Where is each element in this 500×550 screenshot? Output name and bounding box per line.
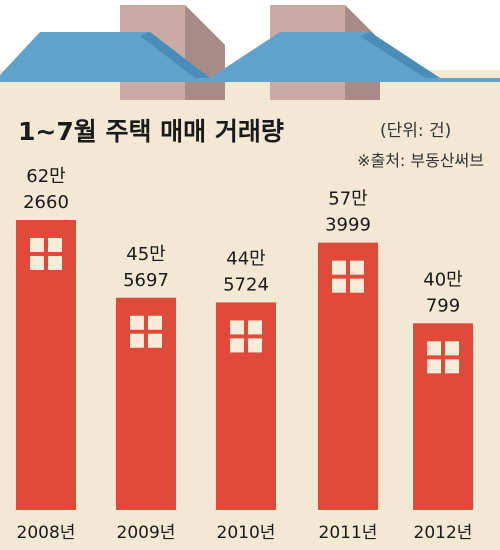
bar xyxy=(318,242,378,510)
value-label-top: 40만 xyxy=(423,269,462,290)
bar-window-pane xyxy=(30,256,44,270)
value-label-bottom: 799 xyxy=(426,295,460,316)
bar-window-pane xyxy=(427,341,441,356)
category-label: 2010년 xyxy=(217,523,276,543)
bar xyxy=(16,220,76,510)
value-label-bottom: 5724 xyxy=(223,274,269,295)
category-label: 2008년 xyxy=(17,523,76,543)
roof-ridge-left xyxy=(140,32,210,78)
value-label-top: 62만 xyxy=(26,166,65,187)
bar-window-pane xyxy=(332,278,346,293)
value-label-top: 57만 xyxy=(328,189,367,210)
bar-window-pane xyxy=(148,315,162,330)
bar-window-pane xyxy=(332,260,346,275)
bar-window-pane xyxy=(248,338,262,353)
bar-window-pane xyxy=(30,238,44,252)
chart-title: 1~7월 주택 매매 거래량 xyxy=(18,117,284,146)
category-label: 2009년 xyxy=(117,523,176,543)
bar-window-pane xyxy=(427,359,441,374)
bar-window-pane xyxy=(130,333,144,348)
bar-window-pane xyxy=(350,278,364,293)
category-label: 2011년 xyxy=(319,523,378,543)
bar-window-pane xyxy=(350,260,364,275)
chimney-left-shade xyxy=(185,5,225,100)
bar xyxy=(116,297,176,510)
bar-window-pane xyxy=(48,238,62,252)
bar xyxy=(413,323,473,510)
value-label-top: 45만 xyxy=(126,244,165,265)
source-note: ※출처: 부동산써브 xyxy=(357,151,484,170)
bars-layer: 62만 2660 2008년 45만 5697 2009년 44만 5724 2010년 57만 3… xyxy=(16,166,473,543)
value-label-top: 44만 xyxy=(226,248,265,269)
bar-window-pane xyxy=(445,341,459,356)
bar xyxy=(216,302,276,510)
bar-window-pane xyxy=(148,333,162,348)
value-label-bottom: 3999 xyxy=(325,215,371,236)
roof-ridge-right xyxy=(360,32,440,78)
bar-window-pane xyxy=(445,359,459,374)
bar-window-pane xyxy=(230,320,244,335)
value-label-bottom: 2660 xyxy=(23,192,69,213)
bar-window-pane xyxy=(48,256,62,270)
category-label: 2012년 xyxy=(414,523,473,543)
bar-window-pane xyxy=(130,315,144,330)
bar-window-pane xyxy=(248,320,262,335)
value-label-bottom: 5697 xyxy=(123,270,169,291)
unit-note: (단위: 건) xyxy=(380,121,451,141)
bar-window-pane xyxy=(230,338,244,353)
